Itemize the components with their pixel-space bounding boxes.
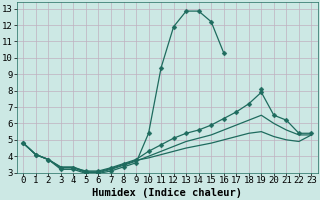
X-axis label: Humidex (Indice chaleur): Humidex (Indice chaleur) (92, 188, 242, 198)
